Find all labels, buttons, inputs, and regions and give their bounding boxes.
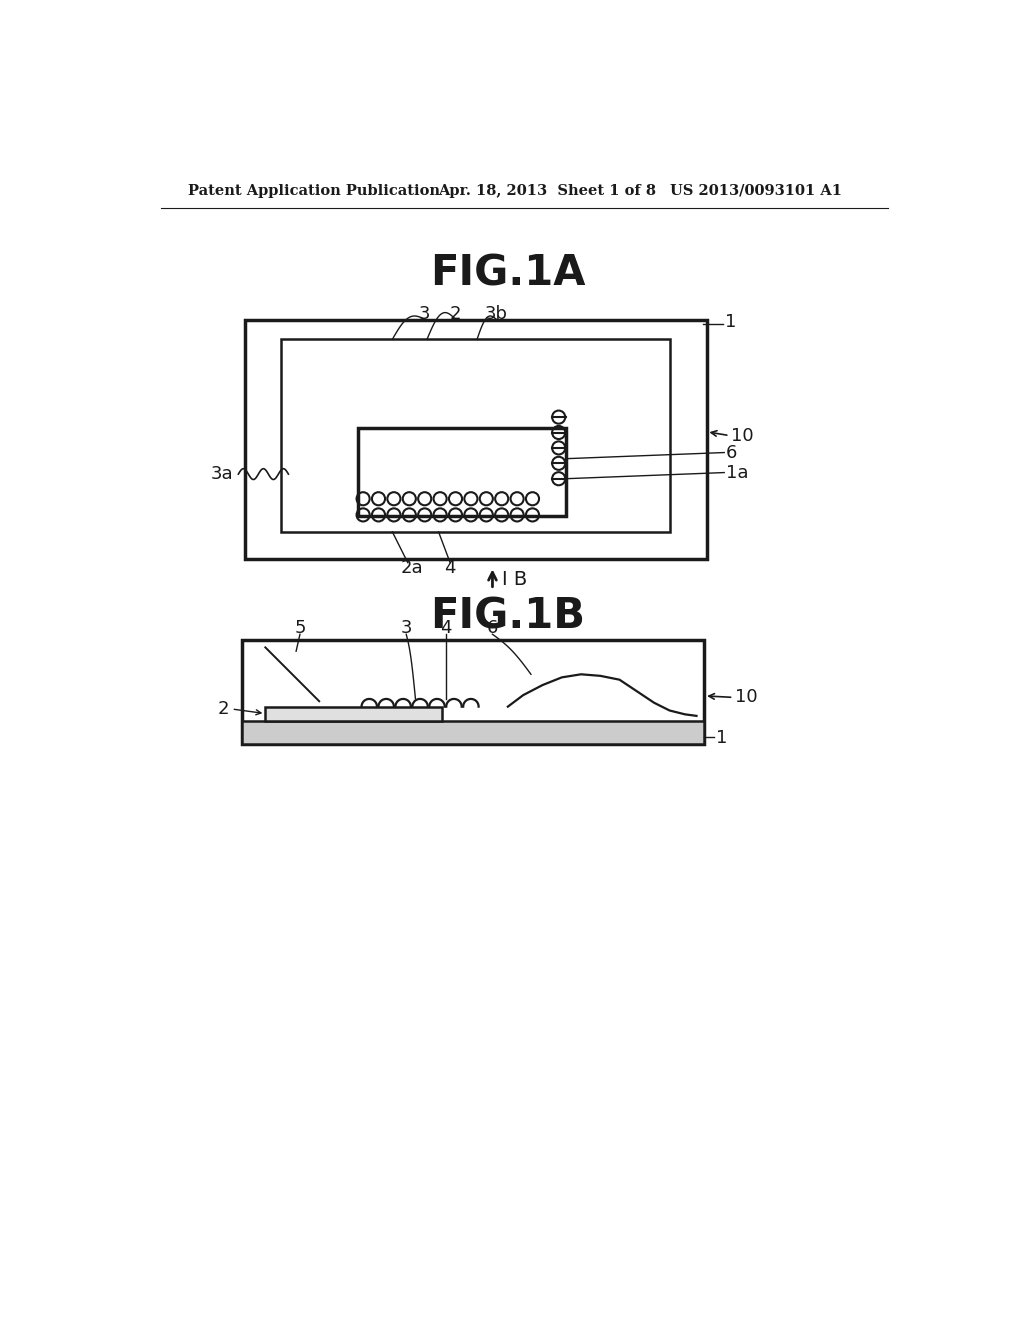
Text: 10: 10 [735, 689, 758, 706]
Bar [265, 706, 442, 721]
Text: FIG.1B: FIG.1B [430, 595, 586, 638]
Bar [245, 321, 707, 558]
Text: Apr. 18, 2013  Sheet 1 of 8: Apr. 18, 2013 Sheet 1 of 8 [438, 183, 656, 198]
Bar [243, 640, 705, 743]
Text: FIG.1A: FIG.1A [430, 253, 586, 294]
Text: I B: I B [502, 570, 527, 589]
Text: 2: 2 [450, 305, 461, 323]
Text: 2: 2 [218, 700, 229, 718]
Text: 5: 5 [294, 619, 306, 638]
Text: 1a: 1a [726, 463, 749, 482]
Bar [357, 428, 565, 516]
Text: 2a: 2a [400, 560, 423, 577]
Text: 1: 1 [725, 313, 736, 330]
Text: 3: 3 [400, 619, 412, 638]
Bar [281, 339, 670, 532]
Text: 3: 3 [419, 305, 430, 323]
Text: US 2013/0093101 A1: US 2013/0093101 A1 [670, 183, 842, 198]
Text: 10: 10 [731, 426, 754, 445]
Text: 1: 1 [716, 729, 727, 747]
Bar [243, 721, 705, 743]
Text: 4: 4 [440, 619, 452, 638]
Text: 6: 6 [726, 444, 737, 462]
Text: 3a: 3a [210, 465, 233, 483]
Text: 6: 6 [486, 619, 498, 638]
Text: 3b: 3b [484, 305, 508, 323]
Text: Patent Application Publication: Patent Application Publication [188, 183, 440, 198]
Text: 4: 4 [444, 560, 456, 577]
